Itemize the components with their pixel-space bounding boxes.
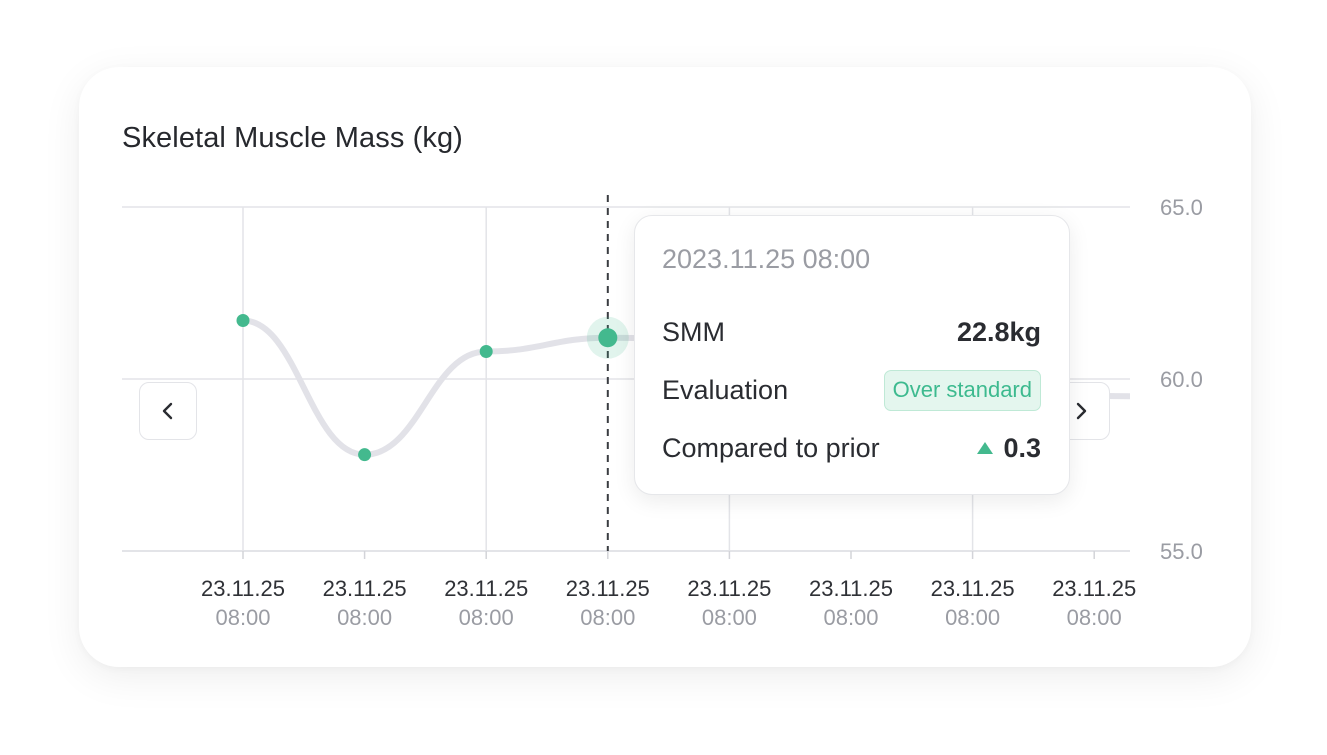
compared-label: Compared to prior bbox=[662, 432, 880, 463]
y-tick-label: 55.0 bbox=[1160, 539, 1203, 564]
x-tick-time: 08:00 bbox=[580, 605, 635, 630]
x-tick-time: 08:00 bbox=[1067, 605, 1122, 630]
x-tick-date: 23.11.25 bbox=[323, 576, 407, 601]
x-tick-date: 23.11.25 bbox=[931, 576, 1015, 601]
selected-data-point bbox=[598, 328, 618, 348]
tooltip-row-smm: SMM 22.8kg bbox=[662, 312, 1041, 352]
x-tick-time: 08:00 bbox=[702, 605, 757, 630]
data-point bbox=[479, 344, 493, 358]
chevron-left-icon bbox=[162, 402, 173, 420]
x-tick-date: 23.11.25 bbox=[687, 576, 771, 601]
evaluation-label: Evaluation bbox=[662, 374, 789, 405]
x-tick-date: 23.11.25 bbox=[444, 576, 528, 601]
data-point bbox=[358, 448, 372, 462]
chevron-right-icon bbox=[1076, 402, 1087, 420]
x-tick-date: 23.11.25 bbox=[566, 576, 650, 601]
increase-triangle-icon bbox=[977, 442, 994, 454]
y-tick-label: 65.0 bbox=[1160, 195, 1203, 220]
tooltip-datetime: 2023.11.25 08:00 bbox=[662, 244, 871, 274]
smm-value: 22.8kg bbox=[956, 316, 1041, 347]
x-tick-date: 23.11.25 bbox=[201, 576, 285, 601]
data-point bbox=[236, 314, 250, 328]
compared-delta: 0.3 bbox=[977, 433, 1041, 464]
x-tick-date: 23.11.25 bbox=[1052, 576, 1136, 601]
compared-value: 0.3 bbox=[1003, 432, 1041, 463]
x-tick-time: 08:00 bbox=[945, 605, 1000, 630]
x-tick-date: 23.11.25 bbox=[809, 576, 893, 601]
x-tick-time: 08:00 bbox=[215, 605, 270, 630]
x-tick-time: 08:00 bbox=[459, 605, 514, 630]
y-tick-label: 60.0 bbox=[1160, 367, 1203, 392]
tooltip-row-evaluation: Evaluation Over standard bbox=[662, 369, 1041, 411]
x-tick-time: 08:00 bbox=[823, 605, 878, 630]
previous-button[interactable] bbox=[139, 382, 197, 440]
evaluation-badge: Over standard bbox=[883, 369, 1041, 411]
tooltip-row-compared: Compared to prior 0.3 bbox=[662, 428, 1041, 468]
x-tick-time: 08:00 bbox=[337, 605, 392, 630]
smm-label: SMM bbox=[662, 316, 725, 347]
data-tooltip: 2023.11.25 08:00 SMM 22.8kg Evaluation O… bbox=[634, 215, 1070, 495]
chart-title: Skeletal Muscle Mass (kg) bbox=[122, 122, 463, 154]
